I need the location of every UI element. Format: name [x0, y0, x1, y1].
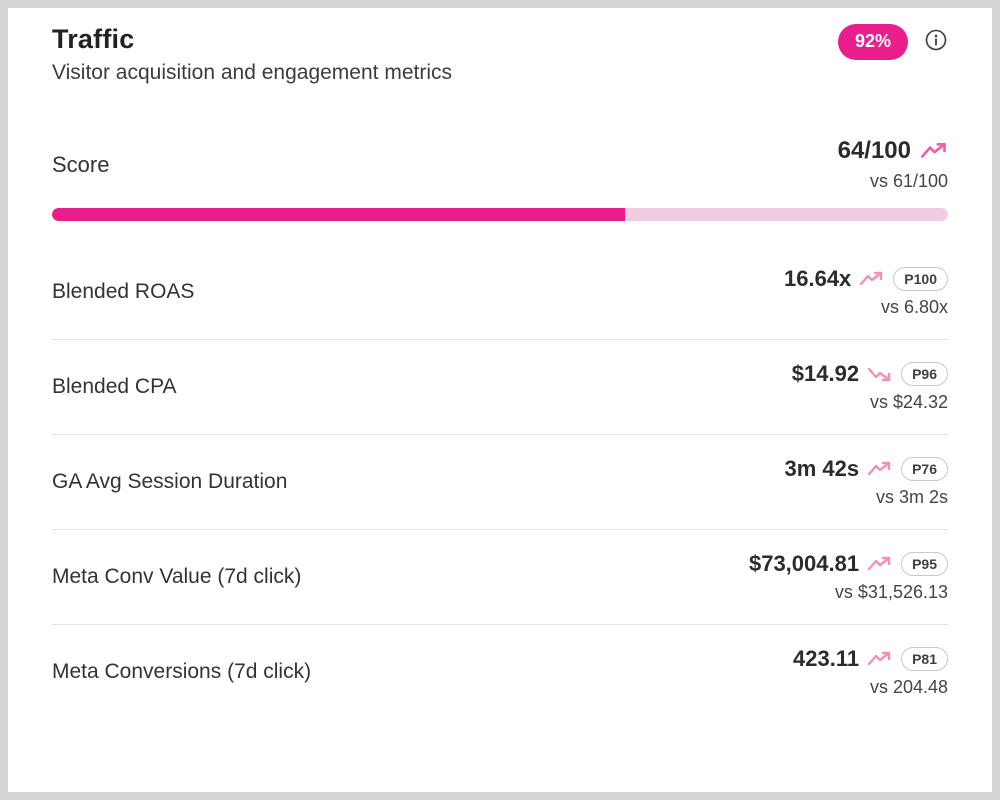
- traffic-card: Traffic Visitor acquisition and engageme…: [8, 8, 992, 792]
- score-value: 64/100: [837, 137, 911, 165]
- metric-row: Blended CPA $14.92 P96 vs $24.32: [52, 339, 948, 434]
- metric-value: $14.92: [791, 361, 860, 387]
- metric-vs-value: vs 3m 2s: [875, 487, 948, 508]
- score-vs-value: vs 61/100: [869, 171, 948, 192]
- metric-row: GA Avg Session Duration 3m 42s P76 vs 3m…: [52, 434, 948, 529]
- metric-label: Blended ROAS: [52, 280, 195, 304]
- trend-up-icon: [860, 270, 884, 288]
- score-progress-fill: [52, 208, 626, 222]
- metric-value: 423.11: [793, 646, 860, 672]
- trend-up-icon: [921, 141, 948, 161]
- header-text: Traffic Visitor acquisition and engageme…: [52, 22, 838, 85]
- metric-row: Meta Conversions (7d click) 423.11 P81 v…: [52, 624, 948, 719]
- info-icon[interactable]: [924, 28, 948, 52]
- trend-up-icon: [868, 650, 892, 668]
- percentile-badge: P96: [901, 361, 948, 387]
- metric-value: 3m 42s: [784, 456, 860, 482]
- page-title: Traffic: [52, 24, 135, 54]
- percentile-badge: P76: [901, 456, 948, 482]
- page-subtitle: Visitor acquisition and engagement metri…: [52, 61, 452, 85]
- percentile-badge: P100: [893, 266, 948, 292]
- metric-value: $73,004.81: [748, 551, 860, 577]
- score-percent-badge: 92%: [837, 24, 908, 60]
- metric-row: Blended ROAS 16.64x P100 vs 6.80x: [52, 245, 948, 339]
- card-header: Traffic Visitor acquisition and engageme…: [52, 22, 948, 85]
- metric-vs-value: vs $31,526.13: [834, 582, 948, 603]
- metric-vs-value: vs 204.48: [869, 677, 948, 698]
- trend-up-icon: [868, 460, 892, 478]
- trend-up-icon: [868, 555, 892, 573]
- score-progress-bar: [52, 208, 948, 222]
- percentile-badge: P81: [901, 646, 948, 672]
- metric-row: Meta Conv Value (7d click) $73,004.81 P9…: [52, 529, 948, 624]
- metric-label: Meta Conversions (7d click): [52, 660, 312, 684]
- percentile-badge: P95: [901, 551, 948, 577]
- metric-vs-value: vs $24.32: [869, 392, 948, 413]
- metric-label: GA Avg Session Duration: [52, 470, 288, 494]
- metrics-list: Blended ROAS 16.64x P100 vs 6.80x Blende…: [52, 245, 948, 719]
- score-section: Score 64/100 vs 61/100: [52, 137, 948, 222]
- metric-label: Meta Conv Value (7d click): [52, 565, 302, 589]
- trend-down-icon: [868, 365, 892, 383]
- metric-label: Blended CPA: [52, 375, 177, 399]
- metric-vs-value: vs 6.80x: [880, 297, 948, 318]
- metric-value: 16.64x: [784, 266, 852, 292]
- score-label: Score: [52, 151, 110, 177]
